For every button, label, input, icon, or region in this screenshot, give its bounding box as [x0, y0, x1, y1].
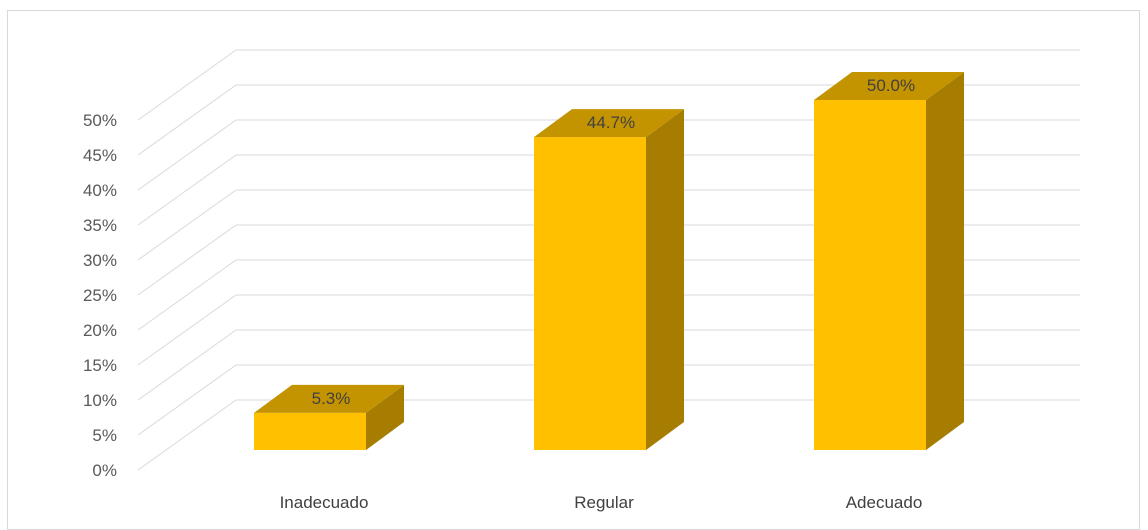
y-tick-label: 30% [83, 251, 117, 270]
bar [254, 384, 404, 450]
x-axis-categories: Inadecuado Regular Adecuado [280, 493, 923, 512]
category-label: Adecuado [846, 493, 923, 512]
y-axis-ticks: 0% 5% 10% 15% 20% 25% 30% 35% 40% 45% 50% [83, 111, 117, 480]
bar-side [366, 384, 404, 450]
data-labels: 5.3% 44.7% 50.0% [312, 76, 915, 408]
y-tick-label: 0% [92, 461, 117, 480]
bar-top [254, 384, 404, 413]
bar [534, 109, 684, 450]
y-tick-label: 15% [83, 356, 117, 375]
gridline [137, 49, 1080, 121]
bar-top [534, 109, 684, 138]
y-tick-label: 10% [83, 391, 117, 410]
category-label: Regular [574, 493, 634, 512]
y-tick-label: 45% [83, 146, 117, 165]
bar-side [646, 109, 684, 450]
y-tick-label: 25% [83, 286, 117, 305]
data-label: 44.7% [587, 113, 635, 132]
bar [814, 72, 964, 450]
y-tick-label: 50% [83, 111, 117, 130]
y-tick-label: 35% [83, 216, 117, 235]
bar-front [534, 137, 646, 450]
y-tick-label: 5% [92, 426, 117, 445]
y-tick-label: 40% [83, 181, 117, 200]
data-label: 5.3% [312, 389, 351, 408]
y-tick-label: 20% [83, 321, 117, 340]
bar-top [814, 72, 964, 100]
data-label: 50.0% [867, 76, 915, 95]
bar-front [814, 100, 926, 450]
bar-side [926, 72, 964, 450]
bars [254, 72, 964, 450]
bar-front [254, 412, 366, 450]
category-label: Inadecuado [280, 493, 369, 512]
